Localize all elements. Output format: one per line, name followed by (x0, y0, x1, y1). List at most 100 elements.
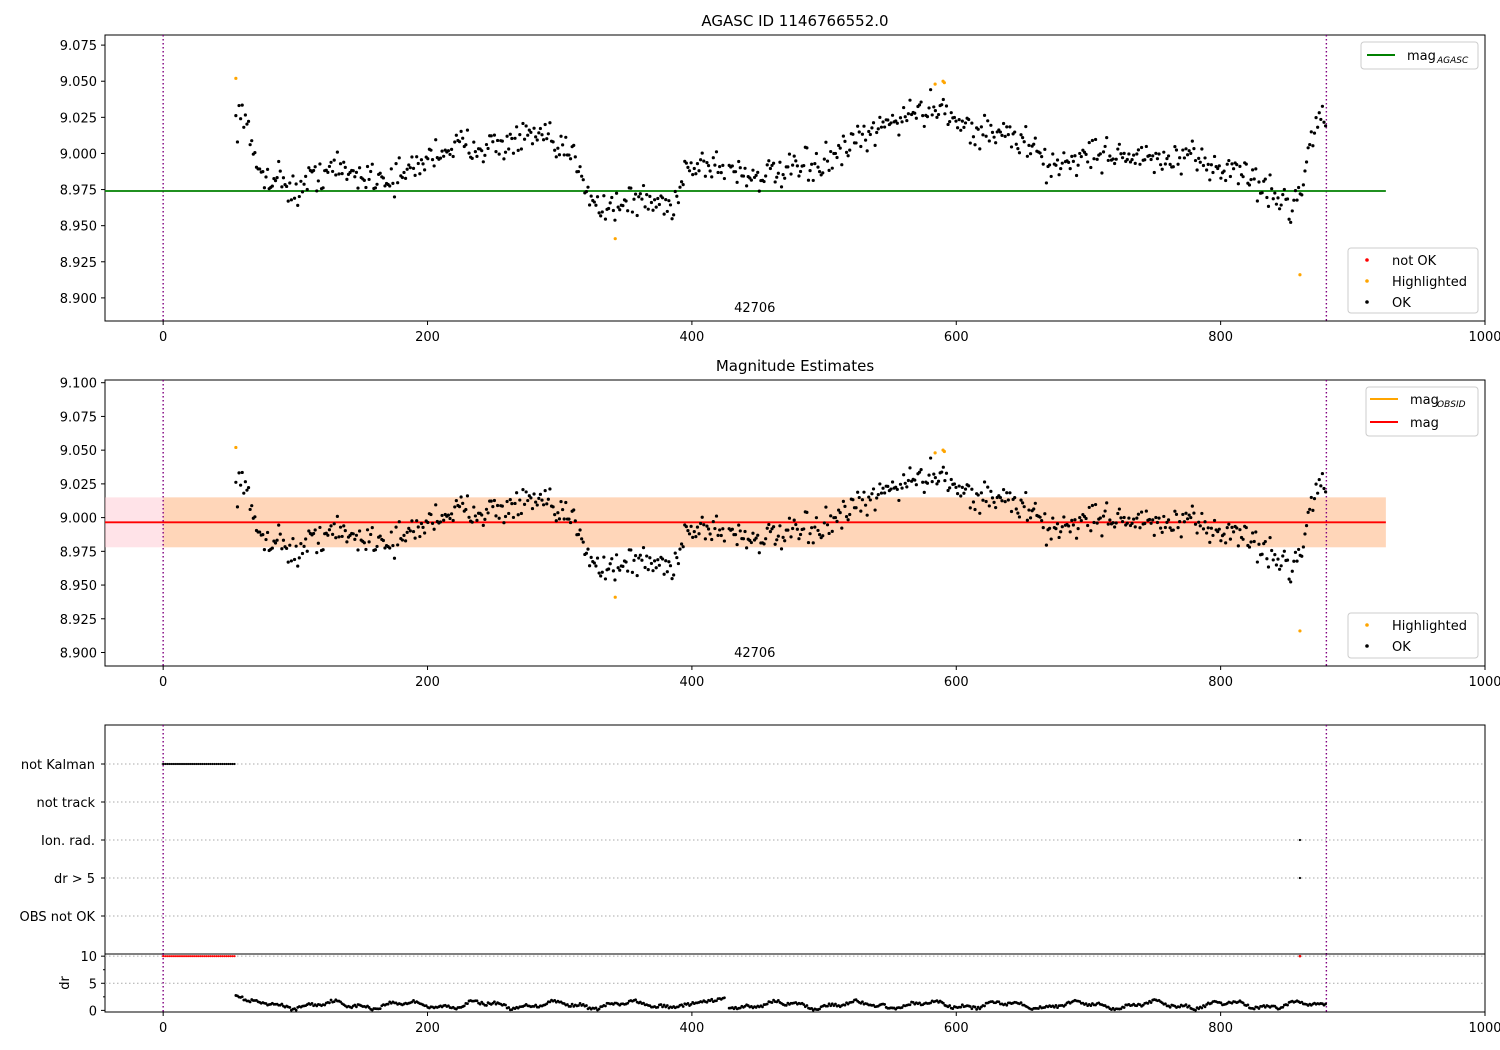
ok-point (1320, 471, 1325, 476)
highlighted-point (942, 449, 946, 454)
ok-point (553, 148, 557, 152)
ok-point (613, 218, 617, 222)
clipped-point (171, 955, 175, 958)
ok-point (932, 105, 936, 109)
clipped-point (233, 955, 236, 958)
ok-point (305, 187, 309, 192)
ok-point (833, 151, 838, 156)
ok-point (1308, 142, 1312, 147)
ok-point (827, 531, 831, 536)
ok-point (419, 158, 424, 162)
ok-point (270, 184, 274, 188)
ok-point (334, 173, 338, 177)
ok-point (971, 500, 976, 504)
dr-point (776, 999, 780, 1002)
ok-point (1051, 516, 1055, 520)
ok-point (1173, 509, 1177, 513)
ok-point (987, 504, 991, 508)
ok-point (413, 173, 417, 178)
ok-point (289, 198, 293, 202)
dr-point (1052, 1005, 1056, 1009)
ok-point (557, 153, 562, 157)
ok-point (733, 533, 738, 537)
ok-point (1019, 498, 1023, 502)
ok-point (1084, 152, 1088, 157)
y-tick-label: 9.000 (60, 512, 97, 527)
ok-point (559, 134, 563, 138)
ok-point (518, 133, 522, 137)
ok-point (1073, 518, 1077, 522)
y-tick-label: 8.925 (60, 256, 97, 271)
ok-point (794, 522, 798, 527)
dr-point (851, 1000, 855, 1004)
ok-point (959, 494, 963, 498)
ok-point (1178, 519, 1182, 524)
ok-point (921, 113, 925, 118)
ok-point (903, 481, 907, 485)
ok-point (1314, 115, 1318, 120)
ok-point (449, 512, 454, 516)
ok-point (778, 160, 782, 164)
ok-point (351, 532, 355, 536)
ok-point (881, 486, 885, 490)
ok-point (1276, 196, 1280, 200)
ok-point (470, 520, 474, 524)
ok-point (630, 570, 635, 574)
ok-point (299, 179, 303, 183)
ok-point (643, 565, 647, 570)
ok-point (695, 525, 700, 529)
ok-point (521, 121, 525, 126)
ok-point (264, 537, 268, 542)
ok-point (902, 473, 906, 477)
ok-point (641, 546, 646, 550)
ok-point (711, 519, 715, 524)
ok-point (1038, 515, 1042, 519)
ok-point (1230, 162, 1234, 166)
ok-point (881, 120, 885, 124)
ok-point (773, 542, 777, 546)
ok-point (768, 530, 773, 534)
ok-point (957, 118, 961, 122)
ok-point (1200, 147, 1204, 151)
ok-point (1000, 499, 1004, 503)
ok-point (756, 170, 760, 174)
ok-point (640, 558, 644, 562)
ok-point (730, 527, 734, 531)
dr-point (1054, 1004, 1058, 1007)
ok-point (694, 535, 698, 539)
y-tick-label: 8.975 (60, 184, 97, 199)
ok-point (1209, 526, 1213, 530)
ok-point (465, 128, 470, 132)
ok-point (1228, 174, 1233, 179)
ok-point (982, 113, 987, 117)
ok-point (369, 169, 373, 174)
ok-point (1266, 204, 1271, 208)
ok-point (270, 546, 274, 550)
ok-point (278, 532, 282, 536)
ok-point (1013, 496, 1017, 500)
ok-point (470, 156, 474, 160)
dr-point (829, 1004, 833, 1008)
ok-point (554, 155, 558, 159)
ok-point (534, 135, 538, 139)
dr-point (1300, 1000, 1304, 1004)
ok-point (787, 516, 792, 520)
ok-point (783, 539, 787, 543)
dr-point (604, 1004, 607, 1008)
ok-point (362, 178, 366, 182)
ok-point (1268, 536, 1272, 540)
ok-point (1184, 511, 1188, 515)
ok-point (1252, 539, 1256, 544)
ok-point (510, 136, 514, 141)
flag-point (197, 762, 200, 766)
ok-point (941, 465, 945, 469)
ok-point (595, 195, 600, 199)
ok-point (562, 153, 566, 157)
ok-point (240, 103, 244, 107)
ok-point (1173, 145, 1177, 149)
ok-point (1152, 170, 1156, 175)
flag-point (193, 762, 196, 766)
ok-point (578, 165, 582, 169)
ok-point (365, 528, 370, 532)
highlighted-point (933, 82, 937, 86)
